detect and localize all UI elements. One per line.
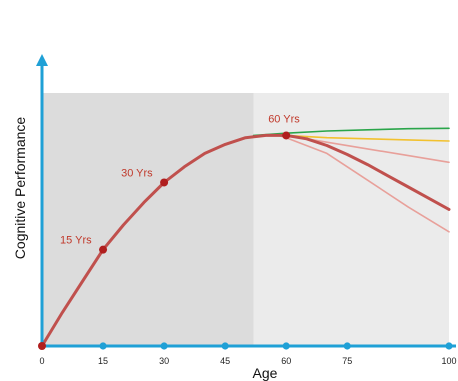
marker-label-60: 60 Yrs bbox=[268, 113, 300, 125]
shaded-region-0 bbox=[42, 93, 254, 346]
x-tick-label-60: 60 bbox=[281, 356, 291, 366]
y-axis-arrow bbox=[36, 54, 48, 66]
x-tick-dot-15 bbox=[99, 342, 107, 350]
marker-15 bbox=[99, 245, 108, 254]
y-axis-title: Cognitive Performance bbox=[12, 117, 28, 260]
x-tick-dot-45 bbox=[221, 342, 229, 350]
x-tick-label-0: 0 bbox=[39, 356, 44, 366]
x-tick-dot-100 bbox=[445, 342, 453, 350]
x-ticks: 0 15 30 45 60 75 100 bbox=[39, 342, 457, 366]
marker-label-30: 30 Yrs bbox=[121, 167, 153, 179]
markers: 15 Yrs 30 Yrs 60 Yrs bbox=[38, 113, 300, 350]
marker-30 bbox=[160, 178, 169, 187]
marker-60 bbox=[282, 131, 291, 140]
marker-0 bbox=[38, 342, 46, 350]
x-axis-title: Age bbox=[253, 365, 278, 381]
x-tick-dot-75 bbox=[343, 342, 351, 350]
series-line-1 bbox=[252, 127, 450, 137]
x-tick-label-100: 100 bbox=[441, 356, 456, 366]
marker-label-15: 15 Yrs bbox=[60, 235, 92, 247]
series-line-0 bbox=[40, 133, 451, 348]
shaded-regions bbox=[42, 93, 449, 346]
x-tick-dot-30 bbox=[160, 342, 168, 350]
x-tick-label-45: 45 bbox=[220, 356, 230, 366]
axes bbox=[36, 54, 456, 348]
x-tick-dot-60 bbox=[282, 342, 290, 350]
x-tick-label-30: 30 bbox=[159, 356, 169, 366]
x-tick-label-15: 15 bbox=[98, 356, 108, 366]
x-tick-label-75: 75 bbox=[342, 356, 352, 366]
